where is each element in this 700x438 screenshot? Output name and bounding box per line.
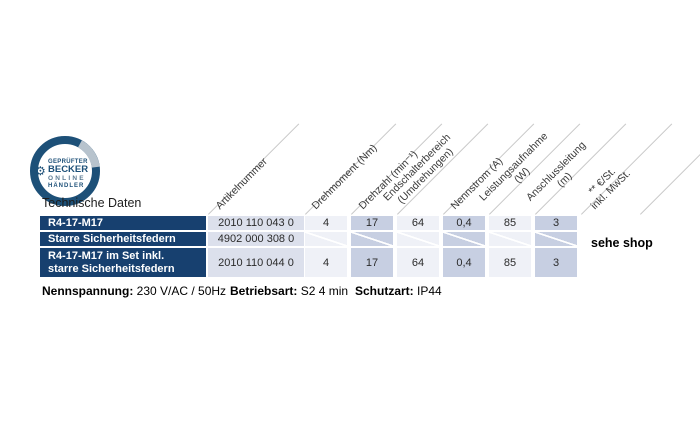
badge-line-gepruefter: GEPRÜFTER bbox=[48, 158, 88, 165]
cell-artikelnummer: 2010 110 043 0 bbox=[208, 216, 304, 230]
badge-line-haendler: HÄNDLER bbox=[48, 182, 84, 189]
badge-line-online: ONLINE bbox=[48, 175, 86, 182]
footer-betriebsart: Betriebsart: S2 4 min bbox=[230, 284, 348, 298]
header-divider-line bbox=[640, 123, 700, 215]
cell-not-applicable bbox=[535, 232, 577, 246]
gear-icon: ⚙ bbox=[35, 164, 46, 178]
cell-not-applicable bbox=[305, 232, 347, 246]
cell-drehzahl: 17 bbox=[351, 216, 393, 230]
column-header-artikelnummer: Artikelnummer bbox=[213, 155, 270, 212]
cell-leistungsaufnahme: 85 bbox=[489, 216, 531, 230]
cell-drehmoment: 4 bbox=[305, 216, 347, 230]
cell-not-applicable bbox=[397, 232, 439, 246]
cell-artikelnummer: 4902 000 308 0 bbox=[208, 232, 304, 246]
footer-value: IP44 bbox=[417, 284, 442, 298]
footer-nennspannung: Nennspannung: 230 V/AC / 50Hz bbox=[42, 284, 226, 298]
footer-label: Schutzart: bbox=[355, 284, 414, 298]
cell-not-applicable bbox=[351, 232, 393, 246]
footer-value: 230 V/AC / 50Hz bbox=[136, 284, 227, 298]
row-label: R4-17-M17 bbox=[40, 216, 206, 230]
cell-endschalterbereich: 64 bbox=[397, 248, 439, 277]
cell-drehmoment: 4 bbox=[305, 248, 347, 277]
cell-anschlussleitung: 3 bbox=[535, 248, 577, 277]
becker-certified-dealer-badge: ⚙ GEPRÜFTER BECKER ONLINE HÄNDLER bbox=[30, 136, 100, 206]
cell-not-applicable bbox=[489, 232, 531, 246]
cell-anschlussleitung: 3 bbox=[535, 216, 577, 230]
row-label: R4-17-M17 im Set inkl. starre Sicherheit… bbox=[40, 248, 206, 277]
cell-endschalterbereich: 64 bbox=[397, 216, 439, 230]
cell-artikelnummer: 2010 110 044 0 bbox=[208, 248, 304, 277]
row-label: Starre Sicherheitsfedern bbox=[40, 232, 206, 246]
footer-value: S2 4 min bbox=[300, 284, 349, 298]
section-title: Technische Daten bbox=[42, 196, 142, 210]
footer-schutzart: Schutzart: IP44 bbox=[355, 284, 442, 298]
column-header-preis: ** €/St. inkl. MwSt. bbox=[580, 159, 632, 212]
badge-ring bbox=[30, 136, 100, 206]
footer-label: Nennspannung: bbox=[42, 284, 134, 298]
cell-drehzahl: 17 bbox=[351, 248, 393, 277]
cell-nennstrom: 0,4 bbox=[443, 216, 485, 230]
price-note-sehe-shop: sehe shop bbox=[591, 236, 653, 250]
cell-nennstrom: 0,4 bbox=[443, 248, 485, 277]
footer-label: Betriebsart: bbox=[230, 284, 298, 298]
cell-leistungsaufnahme: 85 bbox=[489, 248, 531, 277]
cell-not-applicable bbox=[443, 232, 485, 246]
badge-line-becker: BECKER bbox=[48, 164, 88, 175]
